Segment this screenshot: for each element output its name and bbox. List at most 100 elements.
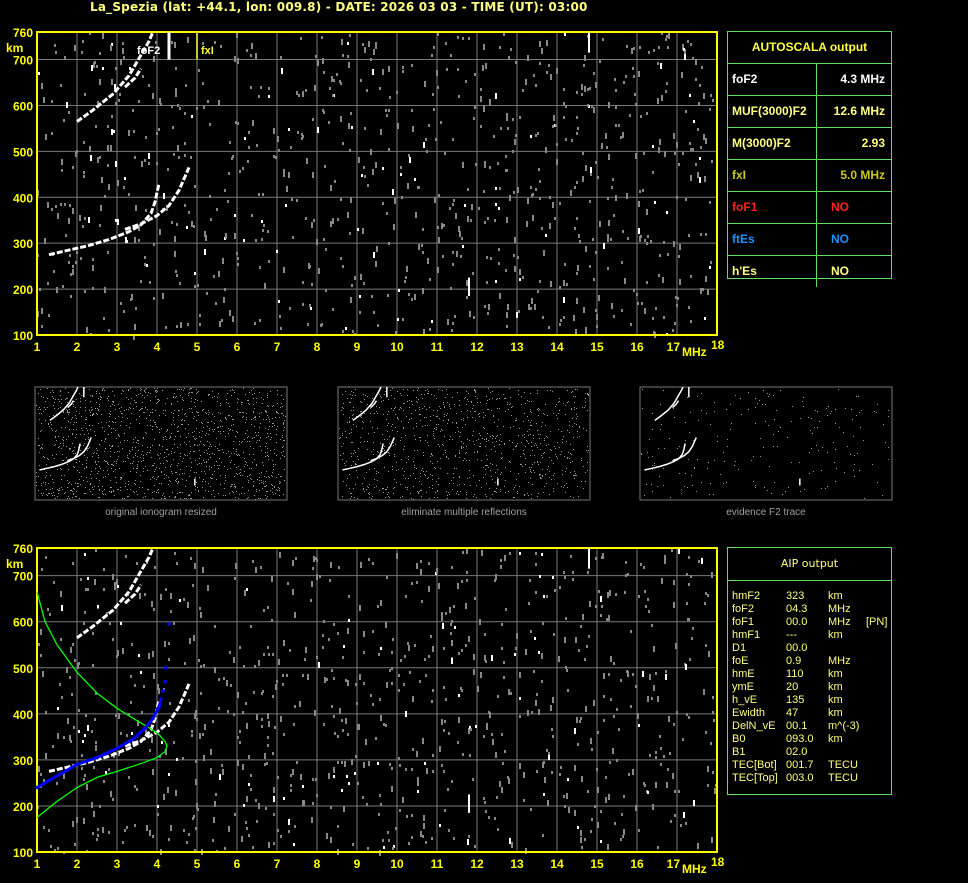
noise-echo — [549, 223, 551, 229]
noise-echo — [420, 560, 422, 563]
x-tick-label: 12 — [470, 857, 484, 871]
noise-echo — [475, 392, 476, 393]
noise-echo — [494, 491, 495, 492]
noise-echo — [135, 447, 136, 448]
noise-echo — [465, 453, 466, 454]
noise-echo — [376, 471, 377, 472]
noise-echo — [800, 418, 801, 419]
noise-echo — [93, 489, 94, 490]
noise-echo — [38, 766, 40, 772]
noise-echo — [499, 398, 500, 399]
noise-echo — [252, 846, 254, 849]
noise-echo — [353, 392, 354, 393]
noise-echo — [103, 388, 104, 389]
noise-echo — [44, 407, 45, 408]
noise-echo — [261, 238, 263, 241]
noise-echo — [388, 492, 389, 493]
x-tick-label: 18 — [711, 338, 725, 352]
noise-echo — [444, 406, 445, 407]
noise-echo — [206, 461, 207, 462]
noise-echo — [88, 448, 89, 449]
noise-echo — [420, 476, 421, 477]
noise-echo — [543, 492, 544, 493]
noise-echo — [61, 399, 62, 400]
noise-echo — [257, 440, 258, 441]
noise-echo — [499, 187, 501, 190]
noise-echo — [363, 682, 365, 685]
noise-echo — [243, 388, 244, 389]
noise-echo — [652, 491, 653, 492]
noise-echo — [102, 491, 103, 492]
x-tick-label: 17 — [667, 340, 681, 354]
noise-echo — [474, 494, 475, 495]
noise-echo — [552, 202, 554, 208]
noise-echo — [253, 485, 254, 486]
noise-echo — [86, 460, 87, 461]
noise-echo — [452, 422, 453, 423]
noise-echo — [393, 442, 394, 443]
noise-echo — [47, 495, 48, 496]
noise-echo — [170, 437, 171, 438]
noise-echo — [454, 315, 456, 318]
noise-echo — [577, 826, 579, 829]
noise-echo — [126, 826, 128, 829]
noise-echo — [502, 457, 503, 458]
y-tick-label: 400 — [13, 708, 33, 722]
noise-echo — [571, 408, 572, 409]
noise-echo — [214, 625, 216, 628]
noise-echo — [643, 152, 645, 155]
noise-echo — [191, 467, 192, 468]
noise-echo — [485, 415, 486, 416]
noise-echo — [47, 458, 48, 459]
noise-echo — [542, 762, 544, 768]
noise-echo — [223, 677, 225, 680]
noise-echo — [86, 477, 87, 478]
noise-echo — [388, 242, 390, 245]
noise-echo — [447, 788, 449, 791]
noise-echo — [415, 478, 416, 479]
aip-param: h_vE — [732, 694, 758, 706]
noise-echo — [316, 559, 318, 562]
noise-echo — [325, 248, 327, 251]
noise-echo — [404, 403, 405, 404]
noise-echo — [314, 710, 316, 716]
noise-echo — [400, 659, 402, 662]
noise-echo — [75, 483, 76, 484]
noise-echo — [524, 494, 525, 495]
noise-echo — [363, 394, 364, 395]
noise-echo — [137, 468, 138, 469]
noise-echo — [192, 392, 193, 393]
noise-echo — [452, 322, 454, 325]
noise-echo — [341, 789, 343, 792]
noise-echo — [450, 623, 452, 626]
noise-echo — [353, 414, 354, 415]
noise-echo — [400, 440, 401, 441]
noise-echo — [667, 253, 669, 256]
noise-echo — [690, 43, 692, 46]
noise-echo — [174, 497, 175, 498]
noise-echo — [678, 790, 680, 793]
noise-echo — [238, 466, 239, 467]
noise-echo — [369, 469, 370, 470]
noise-echo — [263, 465, 264, 466]
noise-echo — [190, 388, 191, 389]
noise-echo — [535, 563, 537, 566]
noise-echo — [421, 244, 423, 247]
noise-echo — [670, 497, 671, 498]
noise-echo — [610, 238, 612, 241]
noise-echo — [490, 470, 491, 471]
aip-flag — [866, 603, 887, 616]
noise-echo — [246, 417, 247, 418]
noise-echo — [98, 497, 99, 498]
noise-echo — [93, 453, 94, 454]
noise-echo — [113, 422, 114, 423]
noise-echo — [250, 54, 252, 57]
noise-echo — [223, 452, 224, 453]
noise-echo — [678, 548, 680, 554]
noise-echo — [479, 416, 480, 417]
noise-echo — [341, 410, 342, 411]
noise-echo — [483, 44, 485, 50]
noise-echo — [469, 726, 471, 729]
noise-echo — [229, 310, 231, 316]
noise-echo — [705, 138, 707, 144]
